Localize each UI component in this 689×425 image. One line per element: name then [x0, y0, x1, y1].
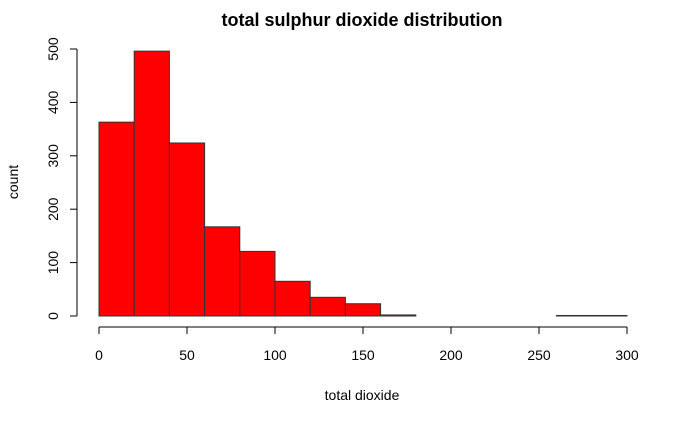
x-tick-label: 0 [95, 347, 103, 363]
x-tick-label: 250 [527, 347, 551, 363]
y-tick-label: 100 [45, 251, 61, 275]
y-tick-label: 500 [45, 37, 61, 61]
x-tick-label: 300 [615, 347, 639, 363]
histogram-bar [133, 50, 170, 317]
histogram-bar [168, 142, 206, 317]
y-axis-label: count [5, 165, 21, 199]
histogram-bar [556, 314, 593, 317]
bars-group [98, 50, 628, 317]
histogram-bar [204, 226, 241, 317]
x-axis-label: total dioxide [325, 387, 400, 403]
histogram-bar [309, 296, 346, 317]
histogram-bar [239, 250, 276, 317]
y-axis: 0 100 200 300 400 500 [45, 37, 78, 320]
y-tick-label: 300 [45, 144, 61, 168]
histogram-bar [344, 303, 382, 317]
chart-title: total sulphur dioxide distribution [222, 10, 503, 30]
histogram-bar [274, 280, 311, 317]
x-axis: 0 50 100 150 200 250 300 [95, 326, 639, 363]
x-tick-label: 50 [179, 347, 195, 363]
x-tick-label: 150 [351, 347, 375, 363]
histogram-bar [380, 314, 417, 317]
x-tick-label: 100 [263, 347, 287, 363]
y-tick-label: 200 [45, 197, 61, 221]
y-tick-label: 0 [45, 312, 61, 320]
x-tick-label: 200 [439, 347, 463, 363]
histogram-bar [591, 314, 628, 317]
y-tick-label: 400 [45, 91, 61, 115]
histogram-bar [98, 121, 135, 317]
